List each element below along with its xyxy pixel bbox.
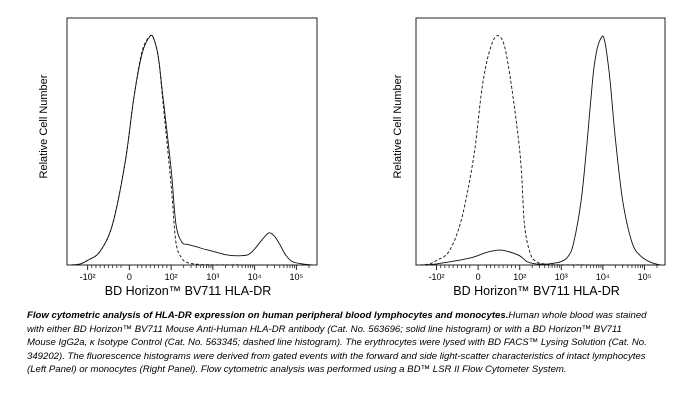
- x-tick-label: 10²: [513, 272, 526, 282]
- figure-caption: Flow cytometric analysis of HLA-DR expre…: [27, 309, 647, 377]
- x-axis-label: BD Horizon™ BV711 HLA-DR: [453, 284, 620, 298]
- caption-body: Human whole blood was stained with eithe…: [27, 310, 647, 376]
- caption-title: Flow cytometric analysis of HLA-DR expre…: [27, 310, 509, 321]
- left-histogram-panel: -10² 0 10² 10³ 10⁴ 10⁵ BD Horizon™ BV711 HLA-D…: [38, 17, 318, 298]
- y-axis-label: Relative Cell Number: [38, 74, 50, 178]
- plot-frame: [415, 17, 666, 266]
- histogram-figure: -10² 0 10² 10³ 10⁴ 10⁵ BD Horizon™ BV711 HLA-D…: [38, 17, 666, 298]
- y-axis-label: Relative Cell Number: [392, 74, 404, 178]
- x-tick-label: -10²: [80, 272, 96, 282]
- isotype-control-histogram: [419, 35, 662, 266]
- x-tick-label: -10²: [429, 272, 445, 282]
- right-histogram-panel: -10² 0 10² 10³ 10⁴ 10⁵ BD Horizon™ BV711 HLA-D…: [392, 17, 666, 298]
- x-tick-label: 10³: [555, 272, 568, 282]
- x-tick-label: 10⁴: [248, 272, 262, 282]
- x-tick-label: 10²: [165, 272, 178, 282]
- plot-frame: [66, 17, 318, 266]
- x-tick-label: 10⁵: [638, 272, 652, 282]
- x-tick-label: 10⁴: [596, 272, 610, 282]
- x-tick-label: 10³: [206, 272, 219, 282]
- hla-dr-histogram: [419, 35, 662, 266]
- hla-dr-histogram: [70, 34, 314, 266]
- x-tick-label: 10⁵: [290, 272, 304, 282]
- x-tick-label: 0: [476, 272, 481, 282]
- isotype-control-histogram: [70, 34, 314, 266]
- x-axis-label: BD Horizon™ BV711 HLA-DR: [105, 284, 272, 298]
- x-tick-label: 0: [127, 272, 132, 282]
